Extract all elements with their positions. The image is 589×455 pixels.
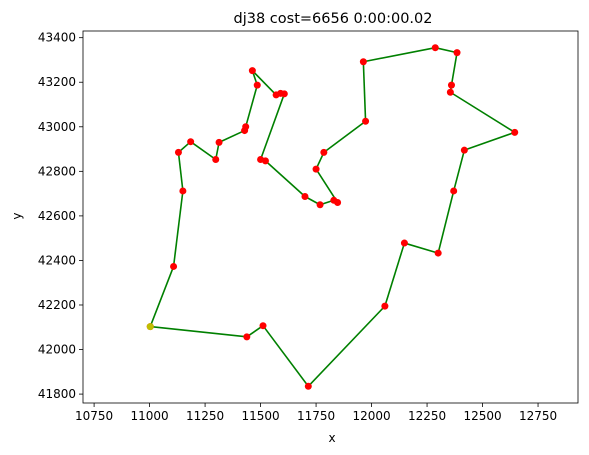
x-axis-ticks: 10750 11000 11250 11500 11750 12000 12250 12500… — [75, 403, 557, 423]
route-segment — [435, 46, 458, 54]
city-point — [381, 302, 389, 310]
route-segment — [244, 84, 259, 127]
city-point — [511, 128, 519, 136]
y-tick-label: 42000 — [38, 343, 76, 357]
city-point — [242, 123, 250, 131]
city-point — [400, 239, 408, 247]
city-point — [446, 88, 454, 96]
city-point — [312, 165, 320, 173]
x-tick-label: 11250 — [186, 409, 224, 423]
city-point — [248, 67, 256, 75]
city-point — [174, 148, 182, 156]
route-segment — [437, 190, 455, 254]
route-segment — [259, 93, 286, 160]
y-tick-label: 41800 — [38, 387, 76, 401]
city-point — [259, 322, 267, 330]
city-point — [334, 199, 342, 207]
city-point — [460, 146, 468, 154]
x-tick-label: 12250 — [408, 409, 446, 423]
city-point — [359, 58, 367, 66]
city-point — [179, 187, 187, 195]
x-tick-label: 12000 — [352, 409, 390, 423]
y-axis-label: y — [10, 212, 24, 219]
route-segment — [190, 141, 217, 161]
city-point — [261, 157, 269, 165]
city-point — [253, 81, 261, 89]
city-point — [447, 81, 455, 89]
start-point — [146, 323, 154, 331]
city-point — [450, 187, 458, 195]
city-point — [304, 382, 312, 390]
x-tick-label: 11750 — [297, 409, 335, 423]
x-axis-label: x — [328, 431, 335, 445]
y-tick-label: 42200 — [38, 298, 76, 312]
route-segment — [262, 325, 309, 387]
city-point — [187, 138, 195, 146]
city-point — [453, 49, 461, 57]
y-tick-label: 42800 — [38, 164, 76, 178]
route-segment — [449, 91, 516, 134]
city-point — [243, 333, 251, 341]
route-segment — [450, 52, 458, 86]
y-tick-label: 42600 — [38, 209, 76, 223]
plot-frame — [82, 30, 579, 404]
route-segment — [264, 160, 306, 198]
route-segment — [251, 70, 277, 96]
chart-title: dj38 cost=6656 0:00:00.02 — [234, 11, 433, 27]
x-tick-label: 12500 — [463, 409, 501, 423]
route-segment — [363, 46, 436, 63]
route-segment — [150, 325, 247, 338]
route-segment — [323, 120, 367, 154]
route-segment — [404, 242, 439, 254]
y-tick-label: 43400 — [38, 31, 76, 45]
x-tick-label: 12750 — [519, 409, 557, 423]
route-segment — [362, 61, 367, 122]
city-point — [170, 262, 178, 270]
city-point — [320, 148, 328, 156]
route-segment — [218, 129, 245, 144]
x-tick-label: 11000 — [130, 409, 168, 423]
y-tick-label: 43200 — [38, 75, 76, 89]
city-point — [431, 44, 439, 52]
route-segment — [384, 242, 406, 307]
route-segment — [452, 149, 466, 192]
route-segment — [172, 190, 184, 267]
y-tick-label: 42400 — [38, 253, 76, 267]
city-point — [316, 201, 324, 209]
plot-area — [82, 30, 579, 404]
city-point — [301, 193, 309, 201]
route-segment — [464, 131, 516, 151]
city-point — [362, 117, 370, 125]
route-segment — [307, 305, 386, 387]
x-tick-label: 10750 — [75, 409, 113, 423]
city-point — [212, 156, 220, 164]
city-point — [280, 90, 288, 98]
x-tick-label: 11500 — [241, 409, 279, 423]
route-segment — [177, 152, 184, 192]
route-segment — [149, 266, 175, 327]
y-axis-ticks: 41800 42000 42200 42400 42600 42800 43000 43200… — [38, 31, 83, 401]
city-point — [434, 249, 442, 257]
y-tick-label: 43000 — [38, 120, 76, 134]
city-point — [215, 138, 223, 146]
